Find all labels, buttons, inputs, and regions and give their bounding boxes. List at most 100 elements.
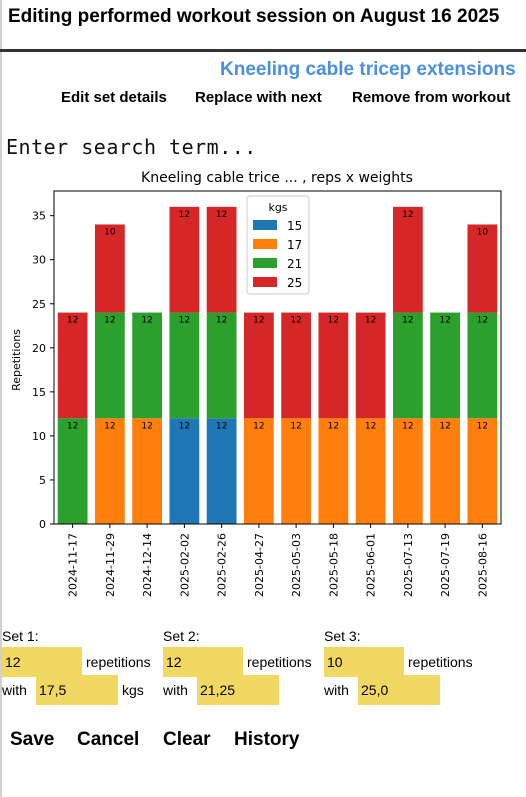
- exercise-name[interactable]: Kneeling cable tricep extensions: [220, 59, 516, 80]
- bar-segment: [94, 418, 125, 524]
- x-tick-label: 2025-04-27: [253, 533, 266, 597]
- x-tick-label: 2025-02-26: [216, 533, 229, 597]
- legend-swatch: [253, 239, 277, 249]
- bar-segment: [281, 418, 312, 524]
- save-button[interactable]: Save: [10, 729, 55, 750]
- bar-segment: [467, 224, 498, 313]
- set-2-reps-field[interactable]: 12: [163, 647, 243, 677]
- set-1-weight-unit: kgs: [122, 682, 144, 698]
- bar-data-label: 12: [179, 210, 190, 220]
- bar-segment: [57, 418, 88, 524]
- page-title: Editing performed workout session on Aug…: [8, 6, 500, 27]
- x-tick-label: 2024-12-14: [141, 533, 154, 597]
- bar-data-label: 12: [402, 421, 413, 431]
- set-3-weight-field[interactable]: 25,0: [358, 675, 440, 705]
- set-3-reps-unit: repetitions: [408, 654, 473, 670]
- x-tick-label: 2024-11-17: [67, 533, 80, 597]
- set-1-reps-unit: repetitions: [86, 654, 151, 670]
- bar-data-label: 12: [67, 421, 78, 431]
- set-3-label: Set 3:: [324, 628, 361, 644]
- set-3-reps-field[interactable]: 10: [324, 647, 404, 677]
- bar-segment: [355, 418, 386, 524]
- y-tick-label: 10: [32, 430, 46, 443]
- y-tick-label: 30: [32, 254, 46, 267]
- set-3-with-label: with: [324, 682, 349, 698]
- x-tick-label: 2025-07-13: [402, 533, 415, 597]
- edit-set-details-link[interactable]: Edit set details: [61, 89, 167, 106]
- legend-swatch: [253, 277, 277, 287]
- bar-segment: [355, 312, 386, 419]
- x-tick-label: 2025-02-02: [178, 533, 191, 597]
- bar-segment: [430, 312, 461, 419]
- bar-data-label: 12: [290, 316, 301, 326]
- bar-segment: [392, 206, 423, 313]
- bar-segment: [57, 312, 88, 419]
- bar-segment: [132, 418, 163, 524]
- set-1-label: Set 1:: [2, 628, 39, 644]
- bar-data-label: 12: [290, 421, 301, 431]
- set-1-reps-field[interactable]: 12: [2, 647, 82, 677]
- bar-segment: [243, 418, 274, 524]
- bar-data-label: 12: [402, 316, 413, 326]
- bar-segment: [467, 418, 498, 524]
- y-tick-label: 0: [39, 518, 46, 531]
- set-2-weight-field[interactable]: 21,25: [197, 675, 279, 705]
- search-input[interactable]: Enter search term...: [6, 135, 257, 159]
- replace-with-next-link[interactable]: Replace with next: [195, 89, 322, 106]
- legend-item-label: 17: [287, 238, 302, 252]
- x-tick-label: 2025-06-01: [365, 533, 378, 597]
- plot-frame: [53, 190, 502, 525]
- bar-data-label: 12: [365, 316, 376, 326]
- bar-segment: [169, 206, 200, 313]
- bar-data-label: 12: [328, 316, 339, 326]
- x-tick-label: 2025-05-03: [290, 533, 303, 597]
- chart-title: Kneeling cable trice ... , reps x weight…: [141, 170, 413, 186]
- x-tick-label: 2025-05-18: [327, 533, 340, 597]
- bar-data-label: 12: [365, 421, 376, 431]
- history-button[interactable]: History: [234, 729, 300, 750]
- set-1-with-label: with: [2, 682, 27, 698]
- bar-data-label: 12: [402, 210, 413, 220]
- legend-item-label: 15: [287, 219, 302, 233]
- bar-data-label: 12: [179, 316, 190, 326]
- bar-segment: [318, 418, 349, 524]
- bar-data-label: 12: [439, 316, 450, 326]
- y-tick-label: 35: [32, 210, 46, 223]
- bar-data-label: 12: [253, 316, 264, 326]
- bar-data-label: 12: [104, 316, 115, 326]
- bar-data-label: 10: [477, 227, 489, 237]
- bar-data-label: 12: [439, 421, 450, 431]
- bar-data-label: 12: [477, 316, 488, 326]
- x-tick-label: 2025-08-16: [476, 533, 489, 597]
- title-divider: [0, 49, 526, 52]
- bar-segment: [206, 206, 237, 313]
- y-tick-label: 25: [32, 298, 46, 311]
- set-2-with-label: with: [163, 682, 188, 698]
- set-1-weight-field[interactable]: 17,5: [36, 675, 118, 705]
- bar-segment: [206, 312, 237, 419]
- y-tick-label: 5: [39, 474, 46, 487]
- set-2-label: Set 2:: [163, 628, 200, 644]
- y-axis-label: Repetitions: [10, 329, 23, 391]
- bar-data-label: 12: [67, 316, 78, 326]
- clear-button[interactable]: Clear: [163, 729, 211, 750]
- bar-segment: [318, 312, 349, 419]
- bar-segment: [392, 312, 423, 419]
- bar-segment: [467, 312, 498, 419]
- legend-swatch: [253, 258, 277, 268]
- bar-segment: [430, 418, 461, 524]
- window-border: [0, 0, 2, 797]
- bar-data-label: 12: [216, 316, 227, 326]
- set-2-reps-unit: repetitions: [247, 654, 312, 670]
- legend-swatch: [253, 220, 277, 230]
- x-tick-label: 2024-11-29: [104, 533, 117, 597]
- bar-data-label: 12: [253, 421, 264, 431]
- bar-segment: [243, 312, 274, 419]
- y-tick-label: 20: [32, 342, 46, 355]
- remove-from-workout-link[interactable]: Remove from workout: [352, 89, 511, 106]
- cancel-button[interactable]: Cancel: [77, 729, 140, 750]
- bar-data-label: 12: [104, 421, 115, 431]
- bar-segment: [94, 224, 125, 313]
- bar-segment: [281, 312, 312, 419]
- y-tick-label: 15: [32, 386, 46, 399]
